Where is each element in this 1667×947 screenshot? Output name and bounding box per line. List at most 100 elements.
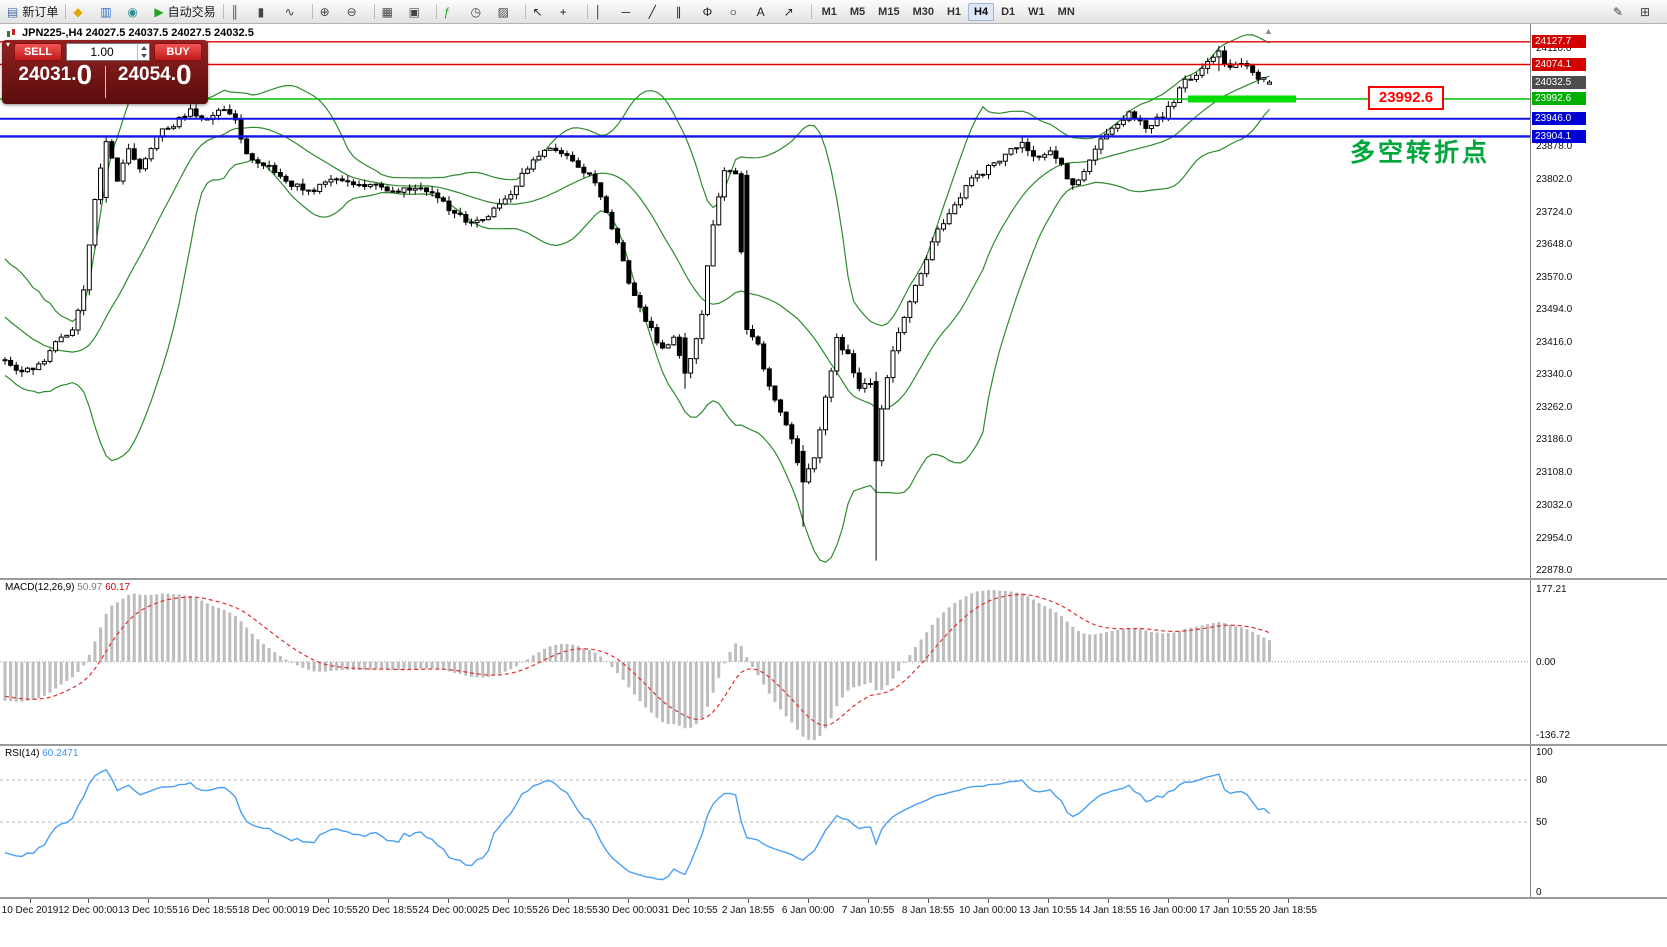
time-tick	[868, 899, 869, 903]
price-badge: 23992.6	[1532, 92, 1586, 106]
main-toolbar: ▤ 新订单 ◆ ▥ ◉ ▶ 自动交易 ║ ▮ ∿ ⊕ ⊖ ▦ ▣ ƒ ◷ ▨ ↖ + │ ─ ╱ ∥ Φ ○ A ↗ M1 M5 M15 M…	[0, 0, 1667, 24]
chart-canvas[interactable]	[0, 24, 1530, 899]
time-tick	[808, 899, 809, 903]
toolbar-zoom-out-button[interactable]: ⊖	[344, 2, 370, 22]
toolbar-indicators-button[interactable]: ƒ	[441, 2, 467, 22]
price-badge: 24032.5	[1532, 75, 1586, 89]
price-grid-label: 23186.0	[1536, 434, 1573, 446]
price-axis[interactable]: 24110.0 23878.0 23802.0 23724.0 23648.0 23570…	[1530, 24, 1667, 899]
toolbar-arrows-button[interactable]: ↗	[781, 2, 807, 22]
trade-prices-row: 24031.0 24054.0	[6, 59, 204, 98]
timeframe-m15-button[interactable]: M15	[878, 5, 900, 18]
panel-separator[interactable]	[0, 897, 1667, 899]
toolbar-zoom-window-button[interactable]: ⊞	[1637, 2, 1663, 22]
timeframe-m1-button[interactable]: M1	[821, 5, 837, 18]
timeframe-m30-button[interactable]: M30	[912, 5, 934, 18]
price-badge: 23946.0	[1532, 112, 1586, 126]
time-label: 19 Dec 10:55	[298, 905, 358, 916]
time-tick	[148, 899, 149, 903]
toolbar-text-button[interactable]: A	[754, 2, 780, 22]
sell-button[interactable]: SELL	[14, 43, 62, 61]
toolbar-new-order-button[interactable]: ▤ 新订单	[4, 2, 61, 22]
panel-separator[interactable]	[0, 578, 1667, 580]
macd-layer	[0, 590, 1530, 740]
timeframe-d1-button[interactable]: D1	[1001, 5, 1016, 18]
toolbar-market-watch-button[interactable]: ▥	[97, 2, 123, 22]
highlight-layer[interactable]	[1188, 95, 1296, 103]
time-tick	[928, 899, 929, 903]
panel-separator[interactable]	[0, 744, 1667, 746]
timeframe-h4-button[interactable]: H4	[968, 2, 995, 21]
price-grid-label: 23262.0	[1536, 402, 1573, 414]
toolbar-tile-windows-button[interactable]: ▦	[379, 2, 405, 22]
toolbar-templates-button[interactable]: ▨	[495, 2, 521, 22]
price-grid-label: 23340.0	[1536, 369, 1573, 381]
toolbar-trendline-button[interactable]: ╱	[646, 2, 672, 22]
time-tick	[508, 899, 509, 903]
time-axis[interactable]: 10 Dec 2019 12 Dec 00:00 13 Dec 10:55 16 De…	[0, 899, 1667, 947]
toolbar-zoom-in-button[interactable]: ⊕	[317, 2, 343, 22]
toolbar-auto-trading-button[interactable]: ▶ 自动交易	[151, 2, 218, 22]
toolbar-crosshair-button[interactable]: +	[557, 2, 583, 22]
toolbar-shapes-button[interactable]: ○	[727, 2, 753, 22]
time-tick	[1108, 899, 1109, 903]
new-order-icon: ▤	[7, 4, 19, 19]
toolbar-cursor-button[interactable]: ↖	[530, 2, 556, 22]
macd-scale-zero: 0.00	[1536, 656, 1556, 668]
time-label: 20 Dec 18:55	[358, 905, 418, 916]
toolbar-auto-arrange-button[interactable]: ▣	[406, 2, 432, 22]
chart-shift-marker[interactable]	[1264, 26, 1273, 36]
price-badge: 24127.7	[1532, 35, 1586, 49]
toolbar-channel-button[interactable]: ∥	[673, 2, 699, 22]
data-window-icon: ◉	[127, 4, 138, 19]
buy-price: 24054.0	[117, 59, 192, 90]
toolbar-fibonacci-button[interactable]: Φ	[700, 2, 726, 22]
lot-spinner[interactable]	[137, 44, 149, 60]
time-tick	[388, 899, 389, 903]
timeframe-mn-button[interactable]: MN	[1057, 5, 1075, 18]
toolbar-vertical-line-button[interactable]: │	[592, 2, 618, 22]
toolbar-horizontal-line-button[interactable]: ─	[619, 2, 645, 22]
lot-increase-icon[interactable]	[140, 46, 147, 50]
macd-label: MACD(12,26,9) 50.97 60.17	[5, 582, 131, 593]
rsi-scale-label: 0	[1536, 887, 1542, 898]
price-grid-label: 22878.0	[1536, 564, 1573, 576]
new-order-label: 新订单	[22, 5, 59, 19]
time-tick	[448, 899, 449, 903]
rsi-layer	[0, 768, 1530, 881]
toolbar-draw-pencil-button[interactable]: ✎	[1610, 2, 1636, 22]
price-grid-label: 22954.0	[1536, 532, 1573, 544]
time-tick	[748, 899, 749, 903]
timeframe-m5-button[interactable]: M5	[849, 5, 866, 18]
buy-button[interactable]: BUY	[154, 43, 202, 61]
toolbar-separator	[586, 4, 588, 19]
toolbar-separator	[311, 4, 313, 19]
time-tick	[268, 899, 269, 903]
timeframe-w1-button[interactable]: W1	[1028, 5, 1045, 18]
toolbar-periods-button[interactable]: ◷	[468, 2, 494, 22]
time-label: 31 Dec 10:55	[658, 905, 718, 916]
time-tick	[328, 899, 329, 903]
time-tick	[628, 899, 629, 903]
rsi-scale-label: 80	[1536, 775, 1548, 786]
collapse-trade-panel-icon[interactable]	[6, 41, 10, 49]
lot-decrease-icon[interactable]	[140, 54, 147, 58]
chart-title: JPN225-,H4 24027.5 24037.5 24027.5 24032…	[22, 27, 254, 39]
toolbar-chart-line-button[interactable]: ∿	[282, 2, 308, 22]
toolbar-separator	[373, 4, 375, 19]
indicators-icon: ƒ	[443, 4, 451, 19]
time-tick	[1048, 899, 1049, 903]
tile-windows-icon: ▦	[381, 4, 393, 19]
toolbar-metaeditor-button[interactable]: ◆	[70, 2, 96, 22]
toolbar-chart-candles-button[interactable]: ▮	[255, 2, 281, 22]
time-label: 24 Dec 00:00	[418, 905, 478, 916]
toolbar-data-window-button[interactable]: ◉	[124, 2, 150, 22]
toolbar-chart-bars-button[interactable]: ║	[228, 2, 254, 22]
auto-trading-label: 自动交易	[167, 5, 216, 19]
price-callout-label[interactable]: 23992.6	[1368, 86, 1444, 110]
rsi-scale-label: 50	[1536, 817, 1548, 828]
hlines-layer[interactable]	[0, 41, 1530, 138]
lot-size-value: 1.00	[90, 45, 114, 59]
timeframe-h1-button[interactable]: H1	[946, 5, 962, 18]
lot-size-field[interactable]: 1.00	[66, 43, 150, 61]
